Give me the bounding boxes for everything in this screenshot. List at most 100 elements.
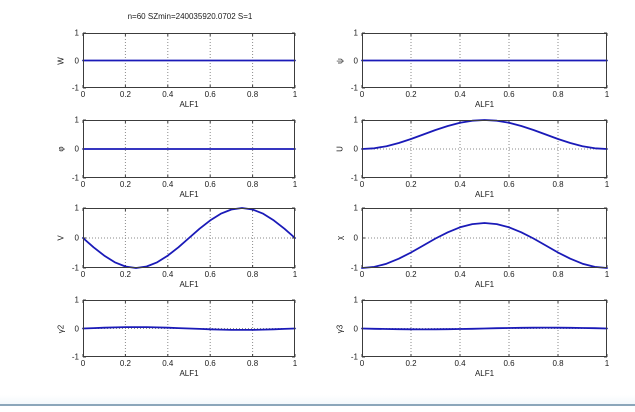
y-tick-label: -1	[350, 173, 358, 183]
axes-chi	[361, 207, 608, 269]
x-axis-label: ALF1	[474, 100, 495, 109]
x-tick-label: 0.2	[119, 90, 131, 99]
y-tick-label: 1	[74, 295, 79, 305]
x-tick-label: 0.8	[552, 270, 564, 279]
y-tick-label: 1	[353, 115, 358, 125]
y-tick-label: 0	[353, 56, 358, 65]
x-tick-label: 0.8	[552, 90, 564, 99]
x-tick-label: 0.4	[454, 270, 466, 279]
x-tick-label: 0.4	[162, 180, 174, 189]
x-tick-label: 0.2	[119, 180, 131, 189]
curve-v	[82, 207, 296, 269]
x-tick-label: 1	[604, 270, 610, 279]
x-tick-label: 1	[604, 180, 610, 189]
y-tick-label: 0	[353, 233, 358, 243]
y-tick-label: 1	[353, 28, 358, 38]
axes-frame	[83, 120, 295, 178]
axes-frame	[362, 120, 607, 178]
x-tick-label: 0.2	[405, 180, 417, 189]
x-tick-label: 1	[604, 90, 610, 99]
y-tick-label: -1	[71, 83, 79, 93]
y-tick-label: -1	[71, 173, 79, 183]
y-tick-label: 0	[74, 56, 79, 65]
x-tick-label: 0.6	[204, 270, 216, 279]
axes-v	[82, 207, 296, 269]
x-tick-label: 1	[292, 359, 298, 368]
x-tick-label: 1	[292, 180, 298, 189]
x-tick-label: 0.2	[405, 359, 417, 368]
axes-psi	[361, 32, 608, 89]
x-tick-label: 0.6	[503, 90, 515, 99]
axes-frame	[362, 300, 607, 357]
curve-chi	[361, 222, 608, 269]
x-tick-label: 0.6	[503, 270, 515, 279]
y-tick-label: 1	[74, 203, 79, 213]
y-tick-label: 1	[353, 295, 358, 305]
axes-frame	[362, 33, 607, 88]
x-tick-label: 0	[359, 90, 365, 99]
axes-frame	[83, 300, 295, 357]
curve-u	[361, 119, 608, 150]
x-tick-label: 0	[359, 270, 365, 279]
x-axis-label: ALF1	[474, 369, 495, 378]
x-tick-label: 0.6	[204, 90, 216, 99]
y-tick-label: -1	[71, 352, 79, 362]
y-tick-label: -1	[350, 263, 358, 273]
x-tick-label: 0	[80, 270, 86, 279]
x-tick-label: 0.8	[552, 180, 564, 189]
x-tick-label: 1	[292, 90, 298, 99]
axes-frame	[362, 208, 607, 268]
curve-gamma2	[82, 326, 296, 331]
x-tick-label: 0.8	[247, 180, 259, 189]
x-tick-label: 0.2	[119, 270, 131, 279]
axes-gamma2	[82, 299, 296, 358]
x-tick-label: 0	[80, 180, 86, 189]
x-tick-label: 0	[80, 90, 86, 99]
x-tick-label: 0.4	[454, 90, 466, 99]
axes-u	[361, 119, 608, 179]
x-tick-label: 0.2	[405, 90, 417, 99]
x-tick-label: 0.8	[247, 359, 259, 368]
y-tick-label: -1	[350, 352, 358, 362]
y-tick-label: 0	[74, 144, 79, 154]
window-bottom-border	[0, 395, 635, 406]
x-tick-label: 0.4	[454, 359, 466, 368]
x-tick-label: 1	[604, 359, 610, 368]
x-tick-label: 0.8	[247, 90, 259, 99]
axes-frame	[83, 33, 295, 88]
y-tick-label: 1	[74, 28, 79, 38]
x-tick-label: 0.2	[119, 359, 131, 368]
x-tick-label: 0.8	[552, 359, 564, 368]
x-tick-label: 0	[80, 359, 86, 368]
curve-gamma3	[361, 326, 608, 331]
x-tick-label: 0.6	[503, 359, 515, 368]
axes-w	[82, 32, 296, 89]
x-axis-label: ALF1	[179, 100, 199, 109]
x-tick-label: 0.6	[204, 359, 216, 368]
x-tick-label: 0.6	[503, 180, 515, 189]
x-tick-label: 0.8	[247, 270, 259, 279]
x-axis-label: ALF1	[179, 280, 199, 289]
x-axis-label: ALF1	[179, 190, 199, 199]
x-axis-label: ALF1	[474, 280, 495, 289]
x-tick-label: 0.4	[162, 359, 174, 368]
x-tick-label: 0.2	[405, 270, 417, 279]
y-tick-label: 1	[74, 115, 79, 125]
y-tick-label: -1	[350, 83, 358, 93]
x-axis-label: ALF1	[474, 190, 495, 199]
figure-title: n=60 SZmin=240035920.0702 S=1	[127, 12, 253, 21]
x-tick-label: 0	[359, 359, 365, 368]
y-tick-label: -1	[71, 263, 79, 273]
x-axis-label: ALF1	[179, 369, 199, 378]
y-tick-label: 0	[74, 324, 79, 333]
axes-frame	[83, 208, 295, 268]
axes-gamma3	[361, 299, 608, 358]
y-tick-label: 0	[74, 233, 79, 243]
x-tick-label: 0	[359, 180, 365, 189]
y-tick-label: 0	[353, 324, 358, 333]
x-tick-label: 0.4	[162, 270, 174, 279]
x-tick-label: 1	[292, 270, 298, 279]
x-tick-label: 0.4	[162, 90, 174, 99]
x-tick-label: 0.4	[454, 180, 466, 189]
